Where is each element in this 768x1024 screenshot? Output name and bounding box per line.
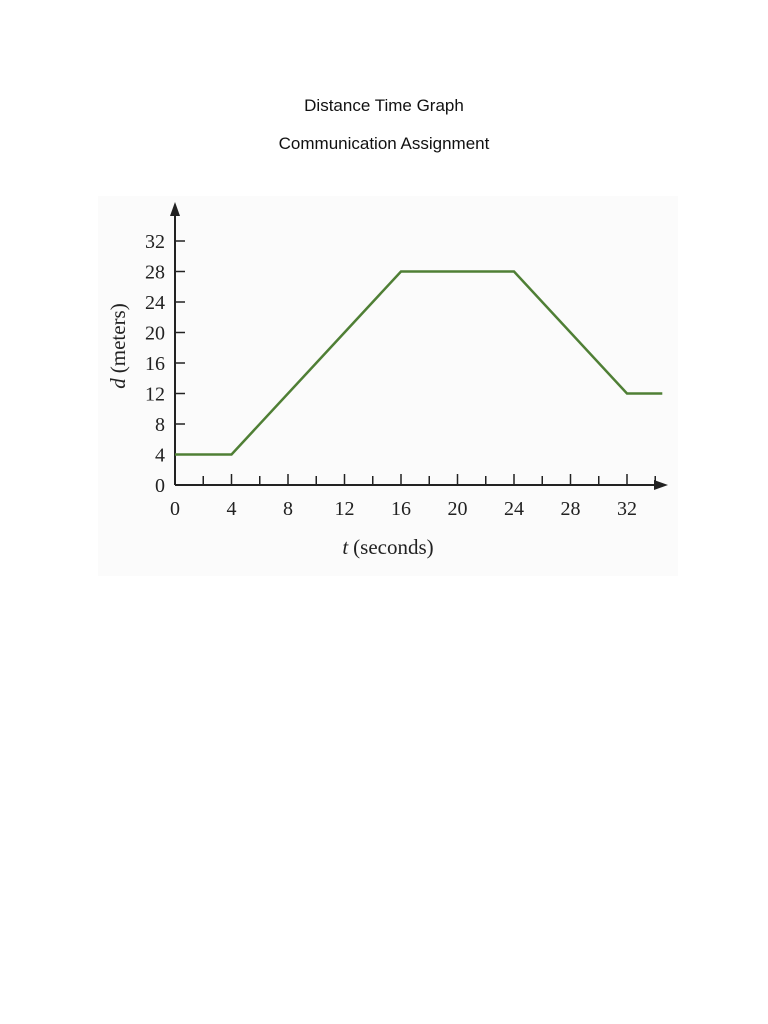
x-tick-label: 32 xyxy=(617,498,637,520)
chart-svg: 0 4 8 12 16 20 24 28 32 0 4 8 12 16 20 24 28 32 t (second… xyxy=(98,196,678,576)
y-tick-label: 4 xyxy=(155,445,165,467)
x-tick-label: 12 xyxy=(335,498,355,520)
x-tick-label: 28 xyxy=(561,498,581,520)
axes xyxy=(170,202,668,490)
y-tick-label: 12 xyxy=(145,384,165,406)
y-tick-label: 16 xyxy=(145,353,165,375)
distance-time-chart: 0 4 8 12 16 20 24 28 32 0 4 8 12 16 20 24 28 32 t (second… xyxy=(98,196,678,576)
y-tick-label: 0 xyxy=(155,475,165,497)
x-tick-label: 0 xyxy=(170,498,180,520)
y-axis-arrow xyxy=(170,202,180,216)
x-axis-arrow xyxy=(654,480,668,490)
x-tick-label: 20 xyxy=(448,498,468,520)
x-axis-unit: (seconds) xyxy=(353,535,433,559)
x-axis-label: t (seconds) xyxy=(342,535,433,559)
distance-series-line xyxy=(175,270,663,456)
x-axis-variable: t xyxy=(342,535,349,559)
y-tick-label: 24 xyxy=(145,292,165,314)
series-group xyxy=(175,270,663,456)
y-tick-label: 32 xyxy=(145,231,165,253)
x-tick-label: 4 xyxy=(227,498,237,520)
chart-background xyxy=(98,196,678,576)
y-ticks: 0 4 8 12 16 20 24 28 32 xyxy=(145,231,185,497)
y-axis-variable: d xyxy=(106,378,130,389)
x-tick-label: 16 xyxy=(391,498,411,520)
y-axis-unit: (meters) xyxy=(106,303,130,373)
x-tick-label: 8 xyxy=(283,498,293,520)
x-tick-label: 24 xyxy=(504,498,524,520)
document-title: Distance Time Graph xyxy=(304,96,464,115)
y-axis-label: d (meters) xyxy=(106,303,130,388)
document-subtitle: Communication Assignment xyxy=(278,134,490,153)
y-tick-label: 8 xyxy=(155,414,165,436)
x-ticks: 0 4 8 12 16 20 24 28 32 xyxy=(170,474,656,520)
y-tick-label: 20 xyxy=(145,323,165,345)
y-tick-label: 28 xyxy=(145,262,165,284)
